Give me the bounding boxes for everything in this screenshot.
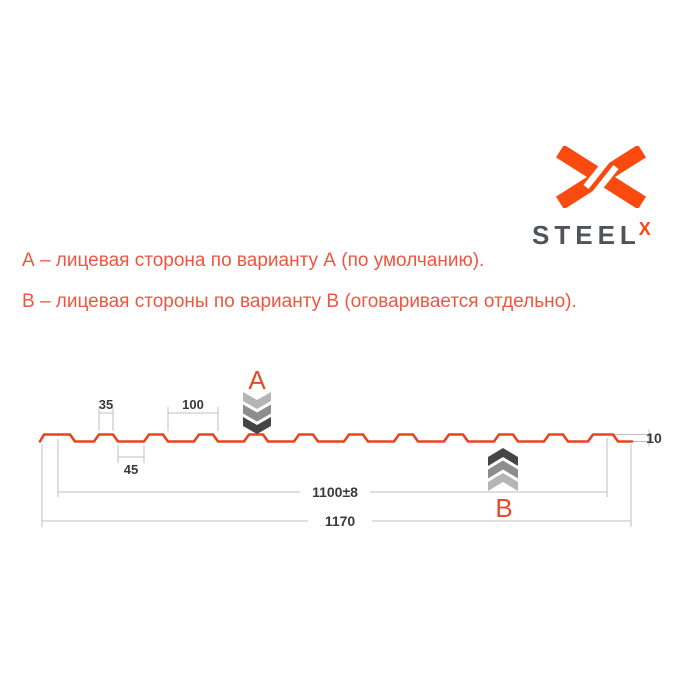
brand-wordmark: STEELX (532, 219, 653, 251)
brand-text: STEEL (532, 220, 641, 250)
dim-label-10: 10 (646, 430, 662, 446)
steelx-logo-icon (555, 146, 647, 208)
variant-a-chevrons (243, 392, 271, 434)
dim-label-100: 100 (182, 397, 204, 412)
note-variant-a: А – лицевая сторона по варианту А (по ум… (22, 250, 485, 271)
chevron-up-icon (488, 448, 518, 466)
dim-label-45: 45 (124, 462, 138, 477)
chevron-down-icon (243, 392, 271, 409)
dim-lines-10 (613, 429, 650, 447)
variant-b-chevrons (488, 448, 518, 491)
dim-lines-35 (98, 407, 114, 431)
chevron-up-icon (488, 460, 518, 479)
dim-label-1170: 1170 (325, 513, 356, 529)
dim-lines-100 (167, 407, 219, 431)
sheet-profile-line (38, 433, 634, 443)
chevron-down-icon (243, 404, 271, 422)
brand-superscript-x: X (638, 219, 651, 239)
dim-lines-45 (117, 445, 145, 463)
dim-lines-1100 (57, 438, 608, 497)
dim-label-35: 35 (99, 397, 113, 412)
marker-b-label: B (495, 493, 512, 523)
chevron-down-icon (243, 417, 271, 434)
dim-label-1100: 1100±8 (312, 484, 358, 500)
note-variant-b: В – лицевая стороны по варианту В (огова… (22, 291, 577, 312)
chevron-up-icon (488, 473, 518, 491)
dim-lines-1170 (41, 444, 632, 527)
marker-a-label: A (248, 365, 266, 395)
